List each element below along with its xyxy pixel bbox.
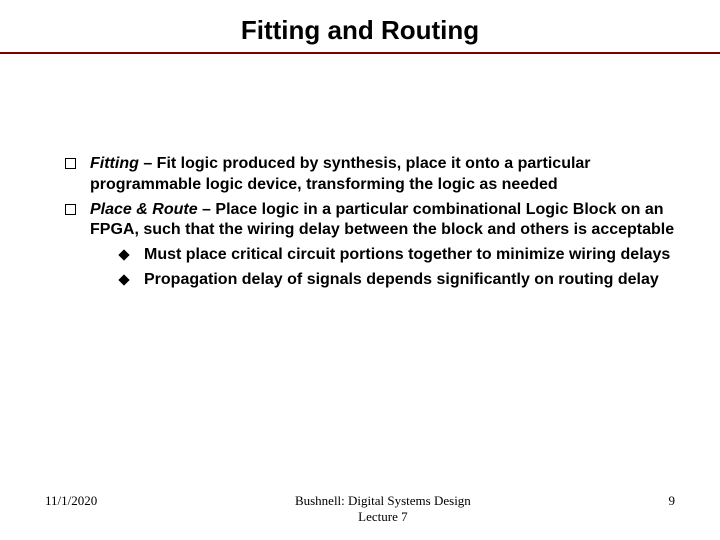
- square-bullet-icon: [65, 158, 76, 169]
- footer-line1: Bushnell: Digital Systems Design: [295, 493, 471, 508]
- bullet-text: Fitting – Fit logic produced by synthesi…: [90, 154, 680, 196]
- bullet-text: Place & Route – Place logic in a particu…: [90, 200, 680, 295]
- slide-content: Fitting – Fit logic produced by synthesi…: [30, 154, 690, 295]
- bullet-sep: –: [198, 201, 216, 218]
- slide-title: Fitting and Routing: [30, 15, 690, 46]
- slide: Fitting and Routing Fitting – Fit logic …: [0, 0, 720, 540]
- footer-center: Bushnell: Digital Systems Design Lecture…: [97, 493, 668, 525]
- footer-line2: Lecture 7: [358, 509, 407, 524]
- bullet-item: Place & Route – Place logic in a particu…: [65, 200, 680, 295]
- bullet-desc: Fit logic produced by synthesis, place i…: [90, 155, 591, 193]
- bullet-item: Fitting – Fit logic produced by synthesi…: [65, 154, 680, 196]
- sub-text: Must place critical circuit portions tog…: [144, 245, 670, 266]
- bullet-term: Place & Route: [90, 201, 198, 218]
- footer-slide-number: 9: [669, 493, 676, 509]
- bullet-sep: –: [139, 155, 157, 172]
- square-bullet-icon: [65, 204, 76, 215]
- sub-list: Must place critical circuit portions tog…: [120, 245, 680, 291]
- sub-item: Must place critical circuit portions tog…: [120, 245, 680, 266]
- title-rule: [0, 52, 720, 54]
- footer-date: 11/1/2020: [45, 493, 97, 509]
- bullet-term: Fitting: [90, 155, 139, 172]
- sub-text: Propagation delay of signals depends sig…: [144, 270, 659, 291]
- sub-item: Propagation delay of signals depends sig…: [120, 270, 680, 291]
- slide-footer: 11/1/2020 Bushnell: Digital Systems Desi…: [0, 493, 720, 525]
- diamond-bullet-icon: [118, 274, 129, 285]
- diamond-bullet-icon: [118, 250, 129, 261]
